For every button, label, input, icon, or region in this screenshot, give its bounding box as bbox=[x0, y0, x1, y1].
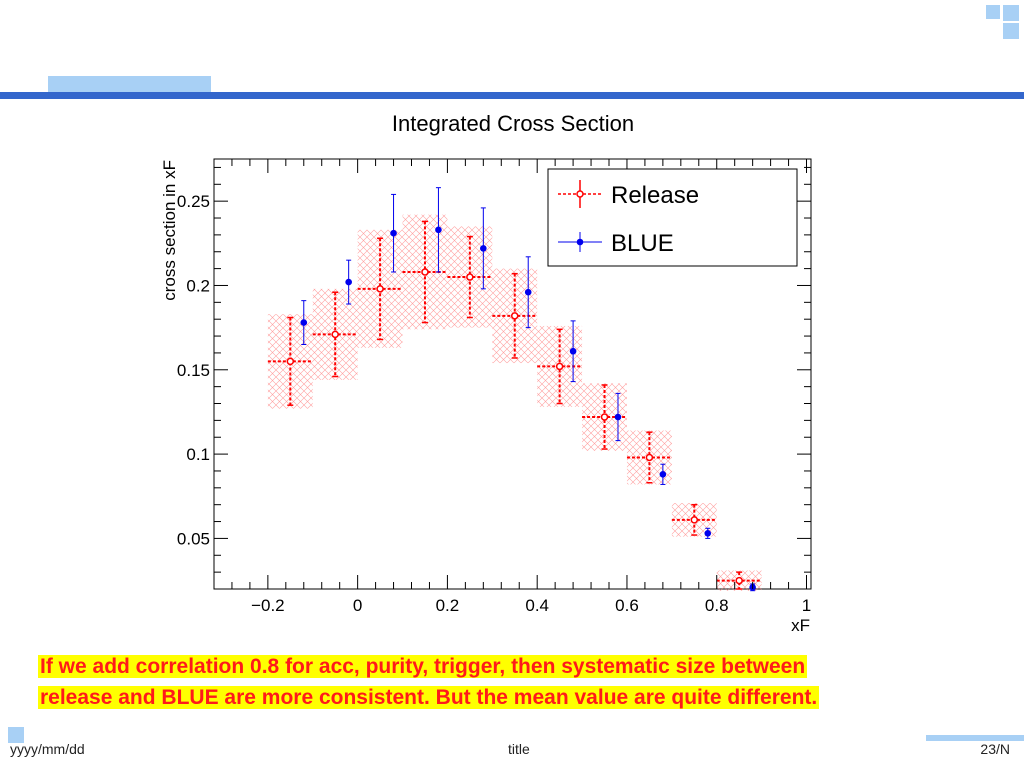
x-axis-label: xF bbox=[791, 616, 810, 635]
cross-section-chart: Integrated Cross Section −0.2 0 0.2 0.4 0.6 0… bbox=[160, 111, 812, 635]
release-point bbox=[735, 576, 743, 585]
x-tick-label: 0.6 bbox=[615, 596, 639, 615]
slide-caption: If we add correlation 0.8 for acc, purit… bbox=[38, 651, 998, 713]
release-point bbox=[645, 453, 654, 462]
y-tick-label: 0.05 bbox=[177, 529, 210, 548]
x-tick-label: 1 bbox=[802, 596, 811, 615]
x-tick-label: 0.8 bbox=[705, 596, 729, 615]
y-tick-label: 0.15 bbox=[177, 361, 210, 380]
release-point bbox=[555, 362, 564, 371]
x-tick-label: 0.4 bbox=[525, 596, 549, 615]
blue-point bbox=[480, 245, 487, 252]
blue-point bbox=[704, 530, 712, 537]
bottom-left-square bbox=[8, 727, 24, 743]
legend: Release BLUE bbox=[547, 168, 798, 267]
release-point bbox=[421, 268, 429, 276]
release-point bbox=[690, 516, 699, 524]
release-point bbox=[466, 273, 474, 281]
legend-release-marker bbox=[576, 190, 584, 198]
x-tick-label: 0 bbox=[353, 596, 362, 615]
x-tick-label: −0.2 bbox=[251, 596, 285, 615]
legend-box bbox=[547, 168, 798, 267]
legend-release-label: Release bbox=[611, 182, 699, 209]
blue-point bbox=[569, 347, 577, 355]
caption-line-2: release and BLUE are more consistent. Bu… bbox=[38, 686, 820, 709]
blue-point bbox=[345, 278, 352, 286]
blue-point bbox=[524, 288, 532, 296]
top-right-square-3 bbox=[1003, 23, 1019, 39]
blue-point bbox=[300, 319, 308, 326]
x-tick-label: 0.2 bbox=[436, 596, 460, 615]
header-accent-block bbox=[48, 76, 211, 93]
release-point bbox=[331, 330, 339, 339]
release-point bbox=[376, 285, 384, 293]
y-tick-label: 0.25 bbox=[177, 192, 210, 211]
footer-accent-bar bbox=[926, 735, 1024, 741]
footer-title: title bbox=[508, 741, 530, 757]
top-right-square-2 bbox=[1003, 5, 1019, 21]
legend-blue-marker bbox=[576, 238, 584, 246]
chart-title: Integrated Cross Section bbox=[392, 111, 634, 136]
header-rule bbox=[0, 92, 1024, 99]
blue-point bbox=[435, 226, 442, 234]
footer-page-number: 23/N bbox=[980, 741, 1010, 757]
blue-point bbox=[390, 229, 397, 237]
legend-blue-label: BLUE bbox=[611, 230, 674, 257]
top-right-square-1 bbox=[986, 5, 1000, 19]
caption-line-1: If we add correlation 0.8 for acc, purit… bbox=[38, 655, 808, 678]
y-axis-label: cross section in xF bbox=[160, 160, 179, 301]
blue-point bbox=[659, 471, 667, 478]
blue-point bbox=[614, 413, 622, 421]
y-tick-label: 0.1 bbox=[186, 445, 210, 464]
footer-date: yyyy/mm/dd bbox=[10, 741, 85, 757]
release-point bbox=[510, 312, 519, 320]
release-point bbox=[286, 357, 295, 366]
y-tick-label: 0.2 bbox=[186, 276, 210, 295]
release-point bbox=[600, 413, 609, 421]
